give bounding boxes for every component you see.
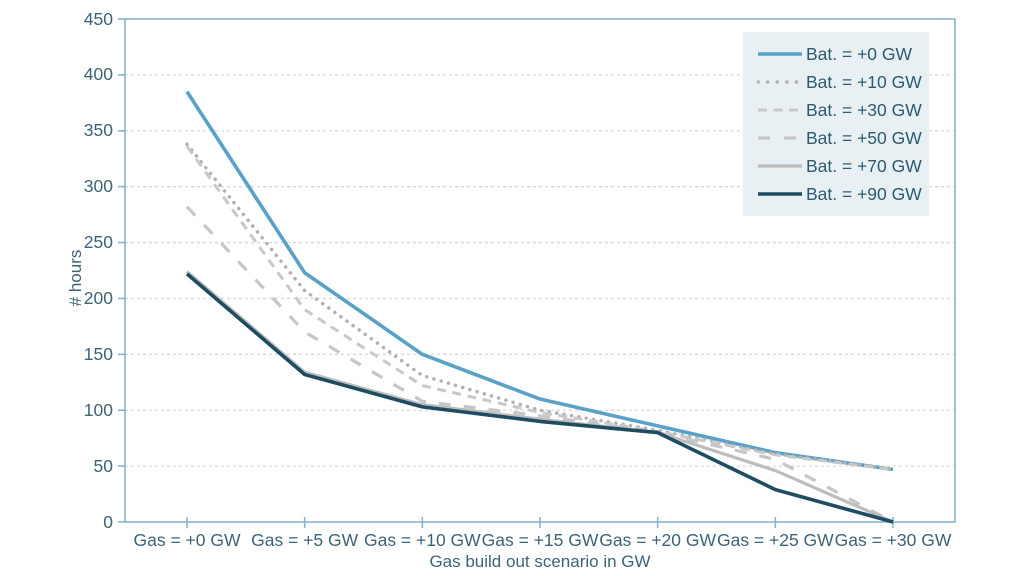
x-tick-label: Gas = +20 GW bbox=[599, 530, 717, 550]
legend-line-sample bbox=[758, 108, 802, 112]
chart-legend: Bat. = +0 GW Bat. = +10 GW Bat. = +30 GW Ba… bbox=[743, 32, 929, 216]
series-line-50gw bbox=[185, 205, 894, 524]
series-line-10gw bbox=[185, 142, 895, 472]
legend-line-sample bbox=[758, 136, 802, 140]
x-tick-label: Gas = +25 GW bbox=[716, 530, 834, 550]
series-line-0gw bbox=[185, 90, 894, 472]
legend-line-sample bbox=[758, 164, 802, 168]
y-tick-label: 400 bbox=[83, 64, 113, 85]
legend-item-0gw: Bat. = +0 GW bbox=[743, 40, 929, 68]
legend-label: Bat. = +10 GW bbox=[806, 71, 922, 92]
y-tick-label: 150 bbox=[83, 343, 113, 364]
x-tick-label: Gas = +5 GW bbox=[251, 530, 359, 550]
legend-item-10gw: Bat. = +10 GW bbox=[743, 68, 929, 96]
y-tick-label: 100 bbox=[83, 399, 113, 420]
y-tick-label: 350 bbox=[83, 120, 113, 141]
legend-item-30gw: Bat. = +30 GW bbox=[743, 96, 929, 124]
x-tick-label: Gas = +30 GW bbox=[834, 530, 952, 550]
legend-item-90gw: Bat. = +90 GW bbox=[743, 180, 929, 208]
legend-label: Bat. = +90 GW bbox=[806, 183, 922, 204]
series-line-90gw bbox=[185, 272, 894, 524]
legend-item-50gw: Bat. = +50 GW bbox=[743, 124, 929, 152]
legend-line-sample bbox=[757, 80, 803, 84]
legend-line-sample bbox=[758, 192, 802, 196]
y-tick-label: 50 bbox=[93, 455, 113, 476]
legend-label: Bat. = +0 GW bbox=[806, 43, 913, 64]
legend-line-sample bbox=[758, 52, 802, 56]
y-tick-label: 450 bbox=[83, 8, 113, 29]
series-line-70gw bbox=[185, 270, 894, 524]
y-tick-label: 200 bbox=[83, 287, 113, 308]
x-axis-title: Gas build out scenario in GW bbox=[429, 552, 651, 571]
x-tick-label: Gas = +15 GW bbox=[481, 530, 599, 550]
legend-label: Bat. = +70 GW bbox=[806, 155, 922, 176]
y-tick-label: 300 bbox=[83, 176, 113, 197]
legend-item-70gw: Bat. = +70 GW bbox=[743, 152, 929, 180]
y-tick-label: 0 bbox=[103, 511, 113, 532]
series-line-30gw bbox=[185, 145, 894, 471]
legend-label: Bat. = +50 GW bbox=[806, 127, 922, 148]
legend-label: Bat. = +30 GW bbox=[806, 99, 922, 120]
y-tick-label: 250 bbox=[83, 232, 113, 253]
x-tick-label: Gas = +10 GW bbox=[363, 530, 481, 550]
x-tick-label: Gas = +0 GW bbox=[133, 530, 241, 550]
